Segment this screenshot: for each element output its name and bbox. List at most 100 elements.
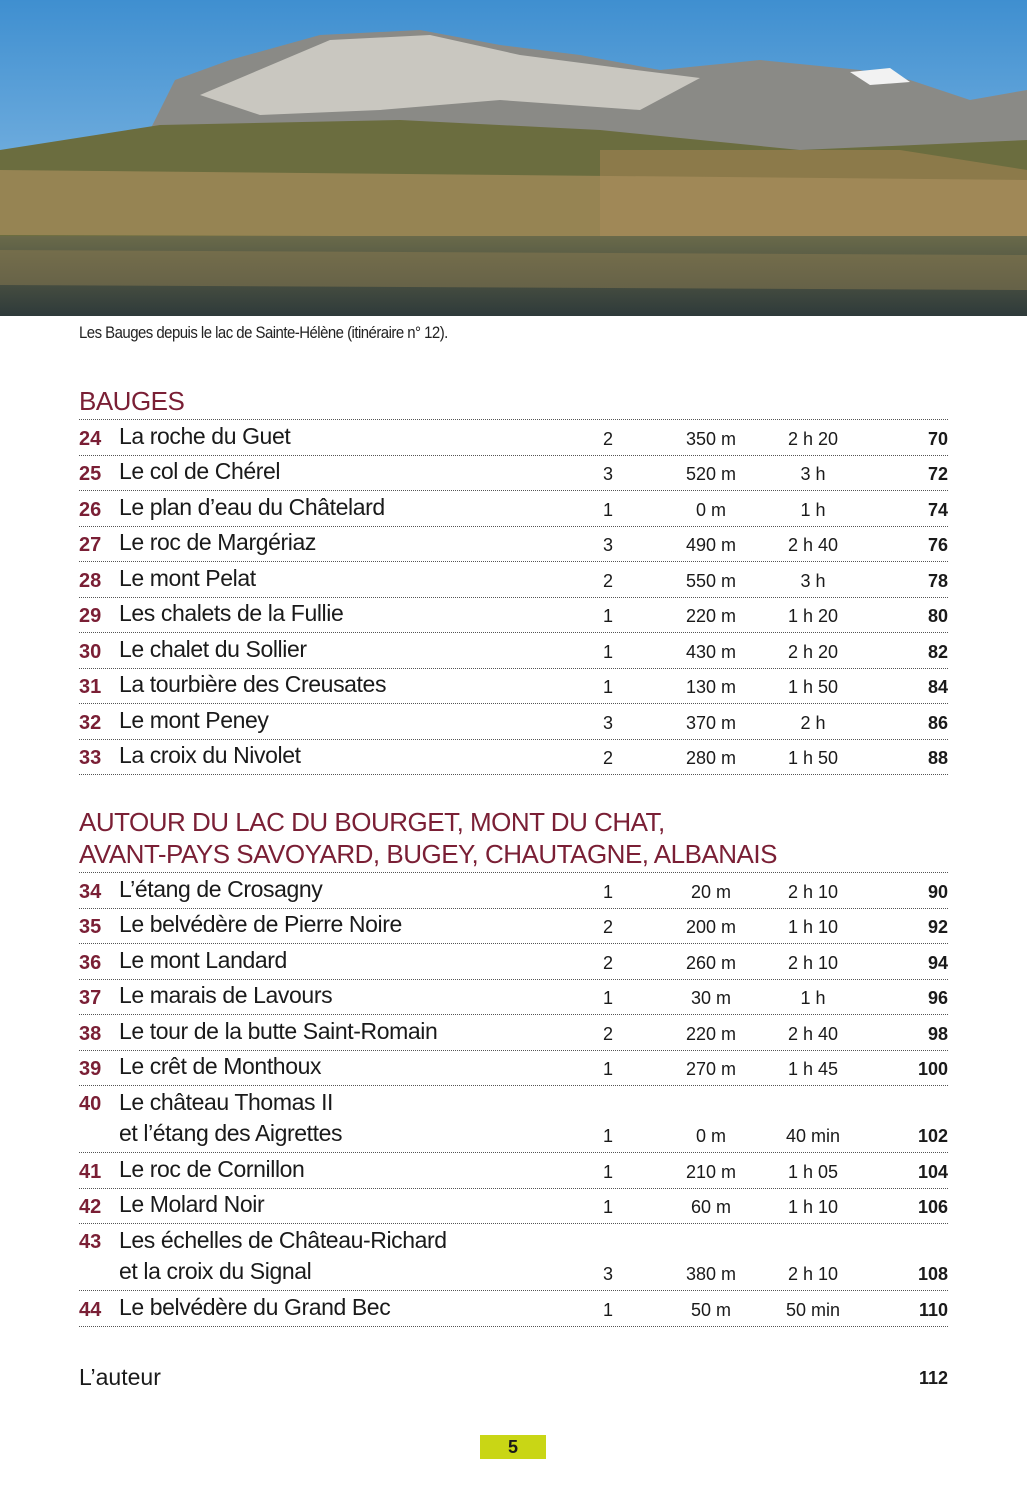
route-title-line: Les chalets de la Fullie: [119, 600, 344, 626]
toc-row[interactable]: 24 La roche du Guet 2 350 m 2 h 20 70: [79, 420, 948, 456]
duration: 1 h 10: [787, 1197, 839, 1217]
route-title: L’étang de Crosagny: [119, 874, 323, 905]
photo-caption: Les Bauges depuis le lac de Sainte-Hélèn…: [79, 323, 448, 342]
difficulty: 1: [602, 881, 613, 902]
duration: 2 h 40: [787, 1023, 839, 1044]
duration: 2 h 10: [787, 1264, 839, 1284]
toc-row[interactable]: 27 Le roc de Margériaz 3 490 m 2 h 40 76: [79, 527, 948, 562]
route-title-line: Le belvédère du Grand Bec: [119, 1293, 391, 1320]
page-ref: 108: [917, 1264, 948, 1284]
page-ref: 92: [927, 917, 948, 937]
duration: 1 h: [800, 499, 826, 520]
route-title: Le Molard Noir: [119, 1189, 265, 1220]
toc-row[interactable]: 42 Le Molard Noir 1 60 m 1 h 10 106: [79, 1189, 948, 1224]
toc-row[interactable]: 36 Le mont Landard 2 260 m 2 h 10 94: [79, 944, 948, 980]
toc-row[interactable]: 26 Le plan d’eau du Châtelard 1 0 m 1 h 74: [79, 491, 948, 527]
route-title-line: Le col de Chérel: [119, 458, 281, 484]
route-title: Le belvédère du Grand Bec: [119, 1292, 391, 1323]
difficulty: 2: [602, 748, 613, 768]
toc-row[interactable]: 38 Le tour de la butte Saint-Romain 2 220 m…: [79, 1015, 948, 1051]
difficulty: 2: [602, 428, 613, 449]
elevation-gain: 60 m: [690, 1197, 732, 1217]
route-title-line: Le marais de Lavours: [119, 982, 333, 1008]
toc-row[interactable]: 34 L’étang de Crosagny 1 20 m 2 h 10 90: [79, 873, 948, 909]
duration: 3 h: [800, 570, 826, 591]
toc-entry-author[interactable]: L’auteur 112: [79, 1364, 948, 1394]
elevation-gain: 210 m: [685, 1161, 737, 1182]
toc-row[interactable]: 44 Le belvédère du Grand Bec 1 50 m 50 min 11…: [79, 1291, 948, 1327]
author-label: L’auteur: [79, 1364, 161, 1390]
duration: 3 h: [800, 464, 826, 484]
section-title-line: AUTOUR DU LAC DU BOURGET, MONT DU CHAT,: [79, 807, 665, 837]
route-title-line: La roche du Guet: [119, 422, 291, 449]
toc-row[interactable]: 43 Les échelles de Château-Richard et la c…: [79, 1224, 948, 1291]
toc-row[interactable]: 35 Le belvédère de Pierre Noire 2 200 m 1 h …: [79, 909, 948, 944]
toc-row[interactable]: 40 Le château Thomas II et l’étang des Aig…: [79, 1086, 948, 1153]
toc-row[interactable]: 39 Le crêt de Monthoux 1 270 m 1 h 45 100: [79, 1051, 948, 1086]
route-title-line: Le tour de la butte Saint-Romain: [119, 1017, 438, 1044]
duration: 1 h: [800, 988, 826, 1008]
difficulty: 1: [602, 1197, 613, 1217]
page-ref: 76: [927, 535, 948, 555]
page-ref: 78: [927, 570, 948, 591]
toc-row[interactable]: 32 Le mont Peney 3 370 m 2 h 86: [79, 704, 948, 740]
route-title: Le mont Peney: [119, 705, 269, 736]
route-title: Le roc de Margériaz: [119, 527, 316, 558]
difficulty: 1: [602, 1161, 613, 1182]
toc-row[interactable]: 31 La tourbière des Creusates 1 130 m 1 h 50…: [79, 669, 948, 704]
route-title: Le plan d’eau du Châtelard: [119, 492, 385, 523]
route-title: Les échelles de Château-Richard et la cro…: [119, 1225, 447, 1287]
route-title: La tourbière des Creusates: [119, 669, 386, 700]
elevation-gain: 520 m: [685, 464, 737, 484]
page-number: 5: [480, 1435, 546, 1459]
elevation-gain: 380 m: [685, 1264, 737, 1284]
route-title-line: et la croix du Signal: [119, 1258, 312, 1284]
route-title: Le col de Chérel: [119, 456, 280, 487]
route-number: 44: [79, 1298, 102, 1321]
route-title: Le belvédère de Pierre Noire: [119, 909, 402, 940]
section-title: BAUGES: [79, 385, 948, 420]
elevation-gain: 220 m: [685, 1023, 737, 1044]
route-number: 26: [79, 498, 102, 521]
route-title-line: Le château Thomas II: [119, 1089, 334, 1115]
toc-row[interactable]: 29 Les chalets de la Fullie 1 220 m 1 h 20 80: [79, 598, 948, 633]
page-ref: 70: [927, 428, 948, 449]
page-ref: 86: [927, 712, 948, 733]
page-ref: 84: [927, 677, 948, 697]
route-title: Le roc de Cornillon: [119, 1154, 305, 1185]
page-ref: 104: [917, 1161, 948, 1182]
route-number: 33: [79, 747, 102, 769]
page-ref: 96: [927, 988, 948, 1008]
elevation-gain: 0 m: [695, 499, 726, 520]
toc-row[interactable]: 28 Le mont Pelat 2 550 m 3 h 78: [79, 562, 948, 598]
toc-row[interactable]: 41 Le roc de Cornillon 1 210 m 1 h 05 104: [79, 1153, 948, 1189]
route-title-line: Le crêt de Monthoux: [119, 1053, 322, 1079]
difficulty: 1: [602, 988, 613, 1008]
toc-row[interactable]: 25 Le col de Chérel 3 520 m 3 h 72: [79, 456, 948, 491]
elevation-gain: 490 m: [685, 535, 737, 555]
route-title: Le marais de Lavours: [119, 980, 333, 1011]
difficulty: 1: [602, 1059, 613, 1079]
difficulty: 1: [602, 1126, 613, 1146]
toc-section: AUTOUR DU LAC DU BOURGET, MONT DU CHAT, A…: [79, 806, 948, 1327]
difficulty: 1: [602, 641, 613, 662]
toc-row[interactable]: 30 Le chalet du Sollier 1 430 m 2 h 20 82: [79, 633, 948, 669]
route-title: Le mont Pelat: [119, 563, 256, 594]
route-title-line: Le belvédère de Pierre Noire: [119, 911, 402, 937]
route-number: 30: [79, 640, 102, 663]
page-ref: 90: [927, 881, 948, 902]
route-number: 41: [79, 1160, 102, 1183]
toc-row[interactable]: 33 La croix du Nivolet 2 280 m 1 h 50 88: [79, 740, 948, 775]
route-number: 37: [79, 987, 102, 1009]
duration: 40 min: [785, 1126, 841, 1146]
route-number: 34: [79, 880, 102, 903]
elevation-gain: 270 m: [685, 1059, 737, 1079]
page-ref: 74: [927, 499, 948, 520]
toc-row[interactable]: 37 Le marais de Lavours 1 30 m 1 h 96: [79, 980, 948, 1015]
difficulty: 3: [602, 535, 613, 555]
route-title-line: Le roc de Margériaz: [119, 529, 316, 555]
route-number: 31: [79, 676, 102, 698]
section-title-line: AVANT-PAYS SAVOYARD, BUGEY, CHAUTAGNE, A…: [79, 839, 777, 869]
landscape-photo: [0, 0, 1027, 316]
